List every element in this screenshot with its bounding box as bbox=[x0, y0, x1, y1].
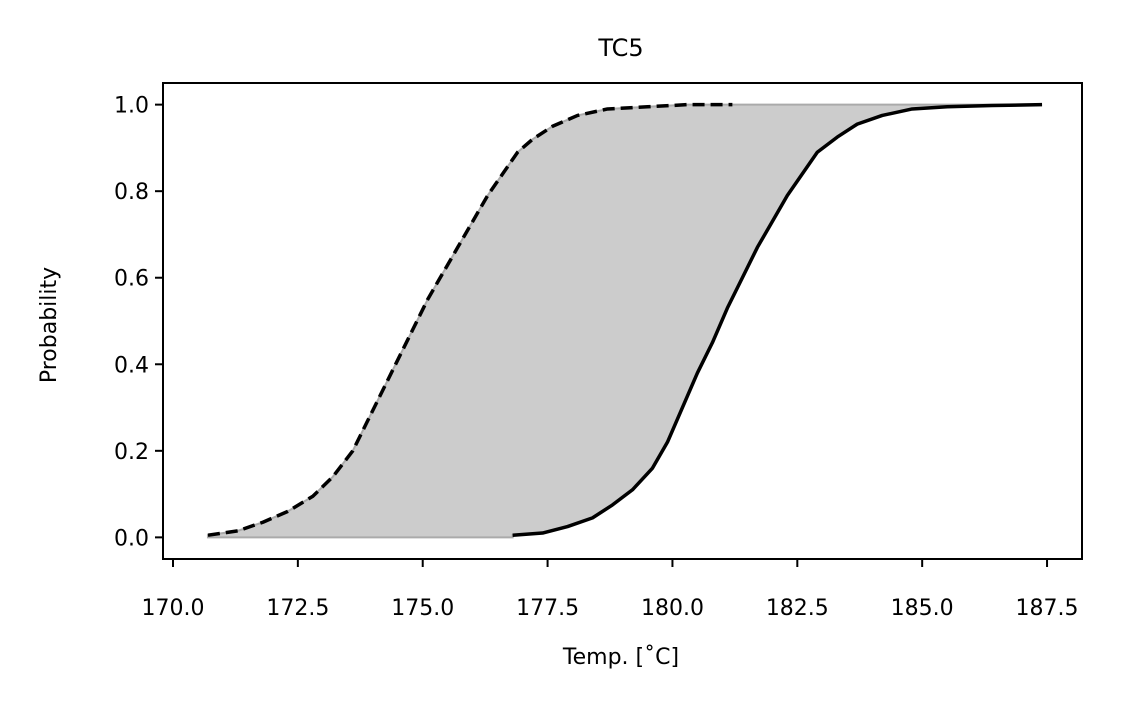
y-tick-label: 0.0 bbox=[114, 526, 149, 551]
y-axis: 0.0 0.2 0.4 0.6 0.8 1.0 bbox=[114, 94, 163, 551]
x-tick-label: 172.5 bbox=[266, 596, 329, 621]
y-tick-label: 0.6 bbox=[114, 267, 149, 292]
plot-area bbox=[162, 82, 1083, 560]
x-tick-label: 185.0 bbox=[891, 596, 954, 621]
x-axis: 170.0 172.5 175.0 177.5 180.0 182.5 185.0 187.5 bbox=[141, 559, 1079, 621]
probability-band bbox=[206, 103, 1043, 539]
axes-frame bbox=[162, 82, 1083, 560]
chart-title: TC5 bbox=[597, 34, 643, 62]
y-tick-label: 0.2 bbox=[114, 440, 149, 465]
series-solid-cdf-line bbox=[512, 102, 1043, 537]
y-tick-label: 0.8 bbox=[114, 180, 149, 205]
x-tick-label: 175.0 bbox=[391, 596, 454, 621]
series-dashed-cdf-line bbox=[207, 102, 733, 537]
x-tick-label: 170.0 bbox=[141, 596, 204, 621]
x-tick-label: 182.5 bbox=[766, 596, 829, 621]
x-tick-label: 177.5 bbox=[516, 596, 579, 621]
y-axis-label: Probability bbox=[37, 267, 62, 383]
x-tick-label: 187.5 bbox=[1016, 596, 1079, 621]
y-tick-label: 0.4 bbox=[114, 353, 149, 378]
series-layer bbox=[207, 102, 1043, 537]
x-axis-label: Temp. [˚C] bbox=[562, 645, 679, 670]
y-tick-label: 1.0 bbox=[114, 94, 149, 119]
x-tick-label: 180.0 bbox=[641, 596, 704, 621]
